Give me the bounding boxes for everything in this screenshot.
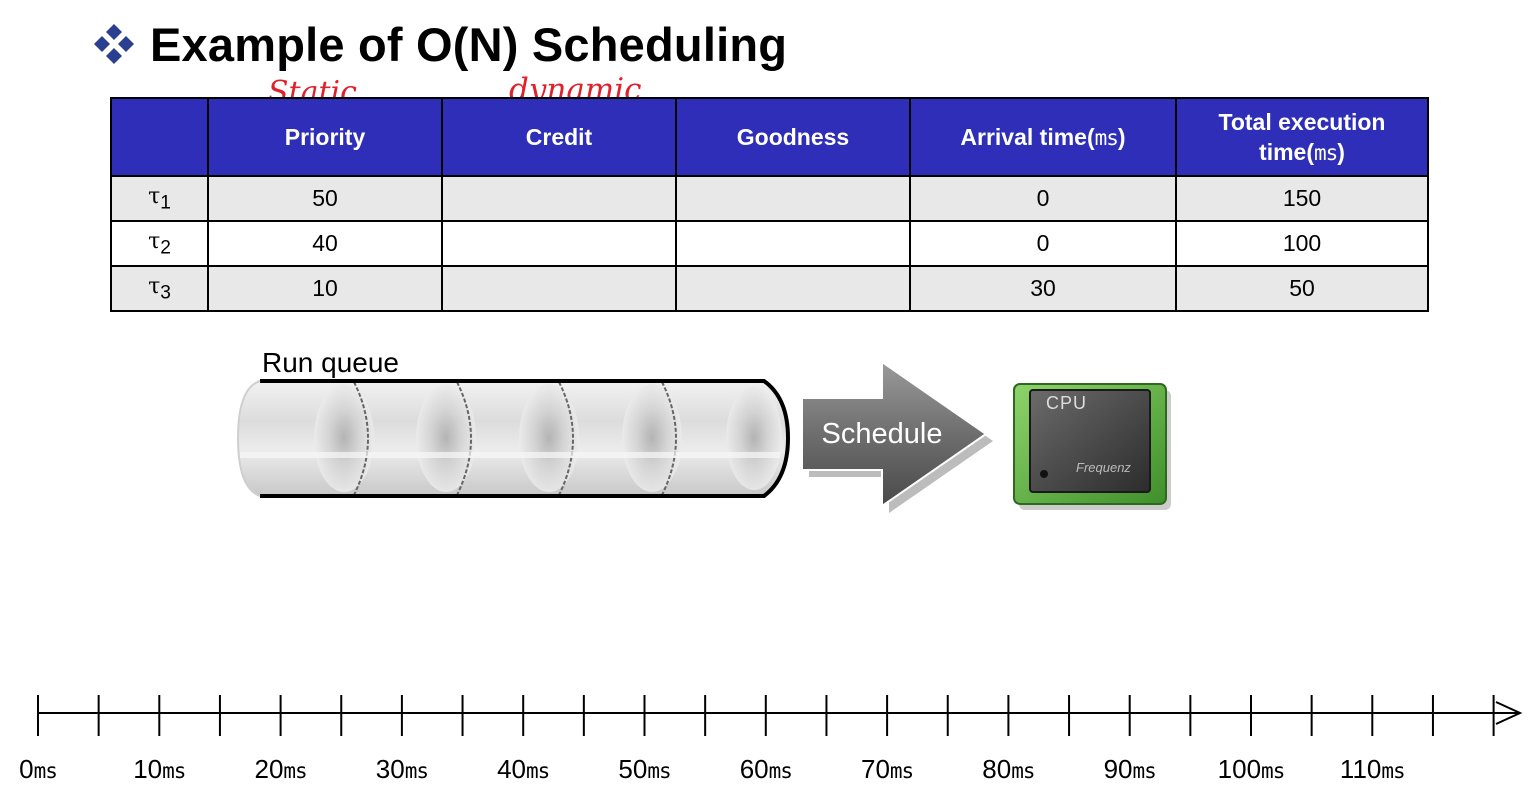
header-priority: Priority [207,97,443,177]
time-axis-arrowhead-icon [1495,701,1523,725]
time-axis-label: 10ms [133,754,185,784]
goodness-cell [675,265,911,312]
time-axis-label: 40ms [497,754,549,784]
total-cell: 100 [1175,220,1429,267]
header-credit: Credit [441,97,677,177]
time-axis-label: 50ms [618,754,670,784]
credit-cell [441,220,677,267]
credit-cell [441,265,677,312]
schedule-arrow-icon [801,360,993,513]
time-axis-label: 20ms [254,754,306,784]
time-axis-label: 30ms [376,754,428,784]
slide-title-row: Example of O(N) Scheduling [92,14,787,74]
task-cell: τ1 [110,175,209,222]
time-axis-label: 90ms [1104,754,1156,784]
table-row: τ3 10 30 50 [110,265,1429,312]
arrival-cell: 30 [909,265,1177,312]
header-task [110,97,209,177]
run-queue-tube-icon [236,379,791,498]
time-axis-label: 60ms [740,754,792,784]
task-cell: τ3 [110,265,209,312]
header-arrival-time: Arrival time(ms) [909,97,1177,177]
time-axis-label: 80ms [982,754,1034,784]
total-cell: 50 [1175,265,1429,312]
total-cell: 150 [1175,175,1429,222]
schedule-label: Schedule [821,418,943,450]
time-axis-label: 110ms [1340,754,1405,784]
goodness-cell [675,220,911,267]
arrival-cell: 0 [909,175,1177,222]
table-header-row: Priority Credit Goodness Arrival time(ms… [110,97,1429,177]
task-cell: τ2 [110,220,209,267]
cpu-label: CPU [1046,393,1088,413]
time-axis-label: 70ms [861,754,913,784]
header-goodness: Goodness [675,97,911,177]
priority-cell: 10 [207,265,443,312]
diamond-bullet-icon [94,24,134,64]
run-queue-label: Run queue [262,347,400,378]
time-axis-label: 100ms [1218,754,1285,784]
table-row: τ1 50 0 150 [110,175,1429,222]
credit-cell [441,175,677,222]
slide-title: Example of O(N) Scheduling [150,17,788,71]
priority-cell: 50 [207,175,443,222]
table-row: τ2 40 0 100 [110,220,1429,267]
header-total-execution-time: Total execution time(ms) [1175,97,1429,177]
cpu-sublabel: Frequenz [1076,460,1131,475]
priority-cell: 40 [207,220,443,267]
task-table: Priority Credit Goodness Arrival time(ms… [110,97,1429,312]
time-axis: 0ms 10ms 20ms 30ms 40ms 50ms 60ms 70ms 80ms 90ms 1… [19,695,1523,784]
cpu-chip-icon [1013,383,1171,510]
arrival-cell: 0 [909,220,1177,267]
time-axis-label: 0ms [19,754,57,784]
goodness-cell [675,175,911,222]
